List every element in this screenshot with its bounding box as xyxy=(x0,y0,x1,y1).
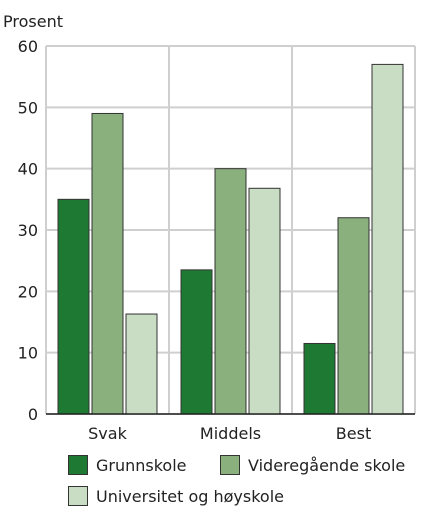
y-tick-label: 50 xyxy=(18,98,38,117)
y-tick-labels: 0 10 20 30 40 50 60 xyxy=(18,37,38,424)
bar-svak-1 xyxy=(91,112,124,415)
y-tick-label: 30 xyxy=(18,221,38,240)
y-tick-label: 0 xyxy=(28,405,38,424)
legend-item-grunnskole: Grunnskole xyxy=(68,455,187,475)
y-tick-label: 10 xyxy=(18,344,38,363)
legend-item-videregaende: Videregående skole xyxy=(220,455,405,475)
bars-group xyxy=(46,63,415,415)
legend-swatch-grunnskole xyxy=(68,455,88,475)
bar-middels-2 xyxy=(248,187,281,415)
x-tick-label: Best xyxy=(336,424,371,443)
legend-item-universitet: Universitet og høyskole xyxy=(68,486,284,506)
x-tick-labels: Svak Middels Best xyxy=(88,424,371,443)
y-tick-label: 20 xyxy=(18,282,38,301)
x-tick-label: Middels xyxy=(200,424,261,443)
bar-best-1 xyxy=(337,217,370,415)
legend-label-universitet: Universitet og høyskole xyxy=(96,486,284,506)
legend-swatch-universitet xyxy=(68,486,88,506)
bar-middels-1 xyxy=(214,168,247,415)
bar-middels-0 xyxy=(180,269,213,415)
bar-svak-2 xyxy=(125,313,158,415)
y-tick-label: 60 xyxy=(18,37,38,56)
bar-svak-0 xyxy=(57,198,90,415)
legend-label-videregaende: Videregående skole xyxy=(248,455,406,475)
legend-label-grunnskole: Grunnskole xyxy=(96,455,187,475)
bar-best-2 xyxy=(371,63,404,415)
legend-swatch-videregaende xyxy=(220,455,240,475)
bar-best-0 xyxy=(303,342,336,415)
y-axis-label: Prosent xyxy=(3,12,63,31)
y-tick-label: 40 xyxy=(18,160,38,179)
x-tick-label: Svak xyxy=(88,424,127,443)
